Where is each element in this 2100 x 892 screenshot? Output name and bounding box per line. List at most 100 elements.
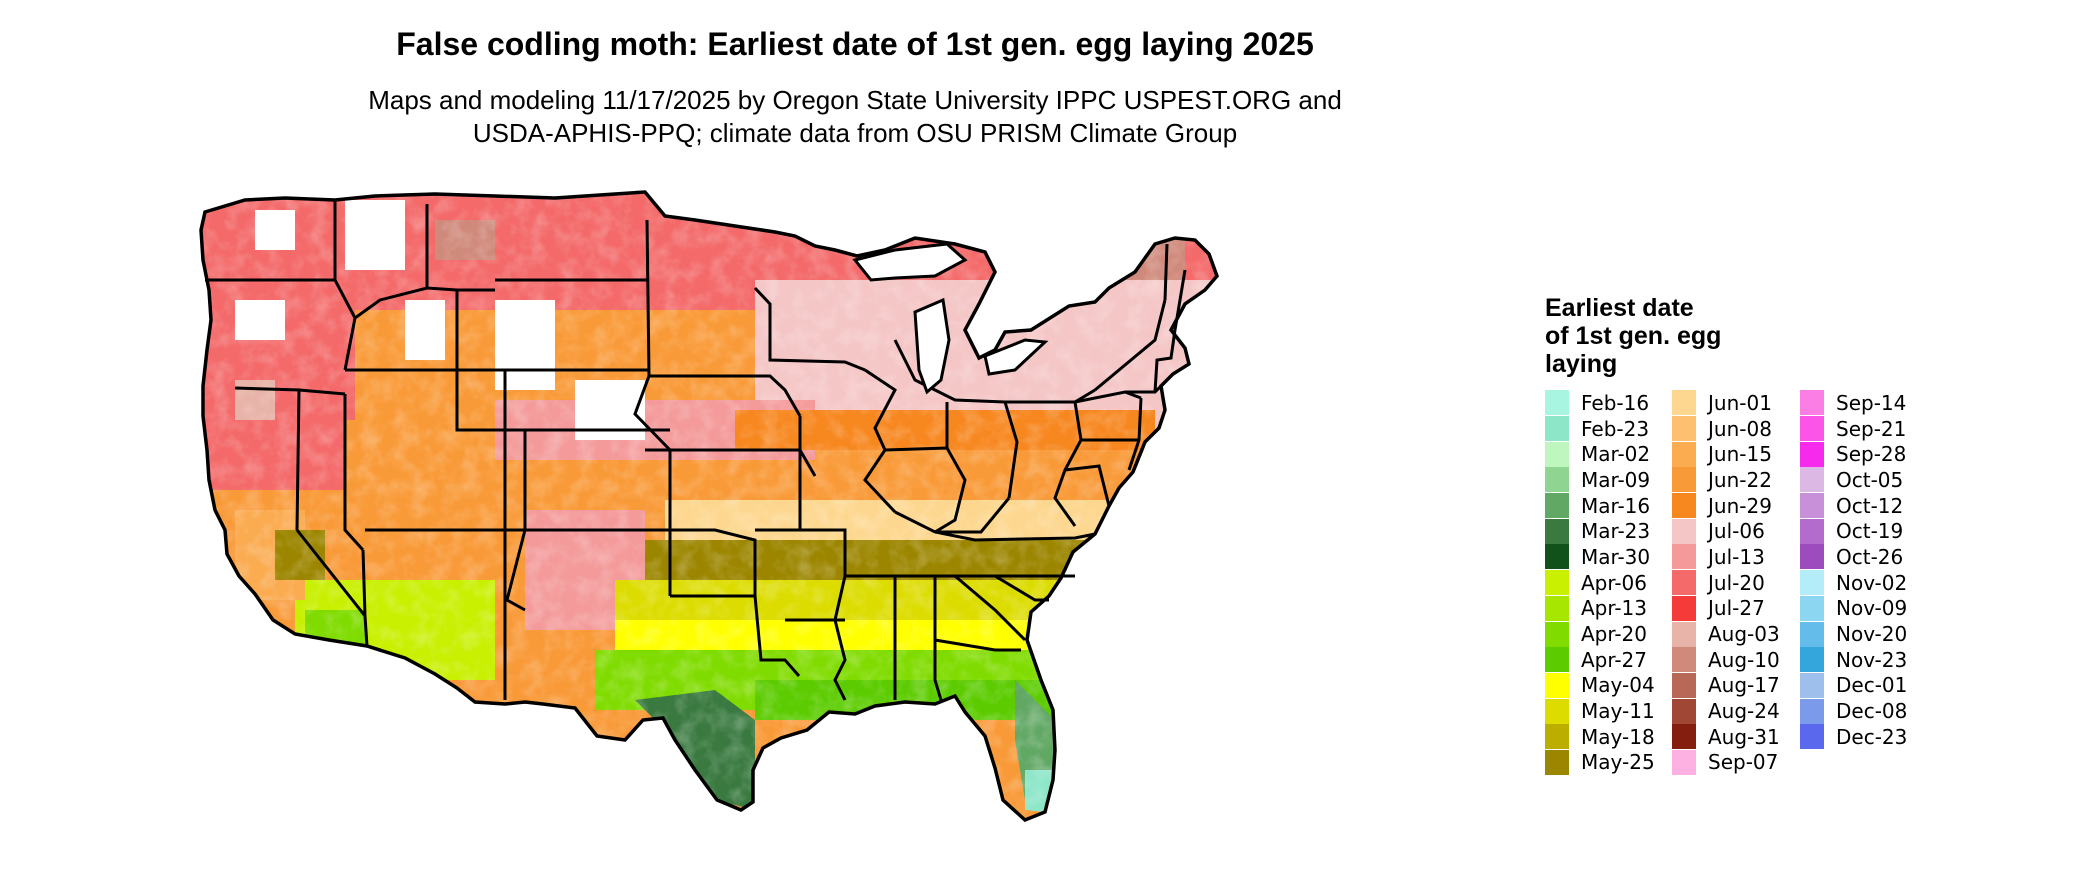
legend-item: Jun-08 [1672,416,1780,442]
legend-label: Sep-21 [1836,416,1907,441]
legend-item: Feb-16 [1545,390,1655,416]
legend-label: Jun-08 [1708,416,1772,441]
legend-swatch [1545,749,1569,775]
legend-swatch [1672,570,1696,596]
legend-swatch [1545,595,1569,621]
legend-label: Sep-14 [1836,390,1907,415]
legend-item: Oct-26 [1800,544,1907,570]
legend-item: Mar-09 [1545,467,1655,493]
legend-item: Aug-17 [1672,672,1780,699]
legend-label: Jul-20 [1708,570,1765,595]
legend-item: Jun-29 [1672,493,1780,519]
legend-swatch [1672,724,1696,750]
legend-swatch [1545,672,1569,698]
legend-item: Jul-27 [1672,595,1780,622]
legend-swatch [1672,749,1696,775]
legend-label: Mar-02 [1581,442,1651,467]
legend-label: Mar-23 [1581,519,1651,544]
legend-label: Jun-22 [1708,467,1772,492]
legend-label: May-11 [1581,699,1655,724]
legend-item: Oct-12 [1800,493,1907,519]
legend-swatch [1545,621,1569,647]
legend-item: Jun-22 [1672,467,1780,493]
legend-label: Aug-24 [1708,699,1780,724]
legend-swatch [1800,441,1824,467]
legend-swatch [1545,467,1569,493]
legend-label: Mar-16 [1581,493,1651,518]
legend-swatch [1800,647,1824,673]
state-borders [199,190,1219,822]
legend-label: Apr-20 [1581,622,1647,647]
legend-label: Apr-27 [1581,647,1647,672]
legend-swatch [1800,570,1824,596]
legend-label: Jul-27 [1708,596,1765,621]
legend-label: Jun-01 [1708,390,1772,415]
legend-swatch [1672,467,1696,493]
legend-label: Jul-06 [1708,519,1765,544]
legend-title: Earliest date of 1st gen. egg laying [1545,294,1721,378]
legend-item: Sep-21 [1800,416,1907,442]
legend-label: Aug-31 [1708,724,1780,749]
legend-item: Nov-09 [1800,595,1907,622]
legend-label: Aug-10 [1708,647,1780,672]
legend-item: May-25 [1545,749,1655,776]
great-lakes [852,242,1049,395]
legend-label: Dec-01 [1836,673,1908,698]
legend-swatch [1672,493,1696,519]
legend-item: Dec-23 [1800,724,1907,750]
legend-label: Mar-09 [1581,467,1651,492]
map-color-layer [201,192,1217,820]
legend-swatch [1545,390,1569,416]
legend-item: Apr-13 [1545,595,1655,622]
legend-item: Apr-20 [1545,621,1655,647]
legend-item: Nov-02 [1800,570,1907,596]
legend-item: Oct-05 [1800,467,1907,493]
legend-item: Mar-16 [1545,493,1655,519]
legend-label: Oct-05 [1836,467,1904,492]
legend-swatch [1545,724,1569,750]
legend-swatch [1800,544,1824,570]
legend-item: Sep-28 [1800,441,1907,467]
legend-swatch [1545,416,1569,442]
legend-item: Apr-27 [1545,647,1655,673]
legend-label: May-25 [1581,750,1655,775]
legend-column-2: Jun-01 Jun-08 Jun-15 Jun-22 Jun-29 Jul-06 Jul-… [1672,390,1780,775]
legend-label: Jun-29 [1708,493,1772,518]
legend-swatch [1800,621,1824,647]
legend-label: Nov-20 [1836,622,1908,647]
legend-swatch [1800,698,1824,724]
legend-label: Oct-19 [1836,519,1904,544]
legend-swatch [1545,698,1569,724]
legend-label: Feb-16 [1581,390,1650,415]
legend-swatch [1672,672,1696,698]
legend-item: Mar-30 [1545,544,1655,570]
legend-item: May-04 [1545,672,1655,699]
legend-item: Apr-06 [1545,570,1655,596]
legend-item: Feb-23 [1545,416,1655,442]
legend-item: Aug-31 [1672,724,1780,750]
legend-item: Dec-01 [1800,672,1908,699]
legend-label: Dec-08 [1836,699,1908,724]
legend-label: Aug-03 [1708,622,1780,647]
legend-label: Apr-06 [1581,570,1647,595]
legend-item: Nov-20 [1800,621,1907,647]
legend-swatch [1672,621,1696,647]
legend-swatch [1672,595,1696,621]
legend-swatch [1545,570,1569,596]
legend-swatch [1545,647,1569,673]
legend-label: Jun-15 [1708,442,1772,467]
legend-swatch [1800,595,1824,621]
legend-swatch [1545,544,1569,570]
legend-item: Dec-08 [1800,698,1907,724]
legend-swatch [1800,724,1824,750]
legend-item: Jun-15 [1672,441,1780,467]
legend-item: May-11 [1545,698,1655,724]
legend-item: Jul-13 [1672,544,1780,570]
legend-title-line-2: of 1st gen. egg [1545,322,1722,350]
legend-swatch [1800,493,1824,519]
legend-label: Mar-30 [1581,544,1651,569]
legend-column-1: Feb-16 Feb-23 Mar-02 Mar-09 Mar-16 Mar-23 Mar-… [1545,390,1655,775]
legend-swatch [1545,518,1569,544]
legend-item: Mar-23 [1545,518,1655,544]
legend-swatch [1672,698,1696,724]
